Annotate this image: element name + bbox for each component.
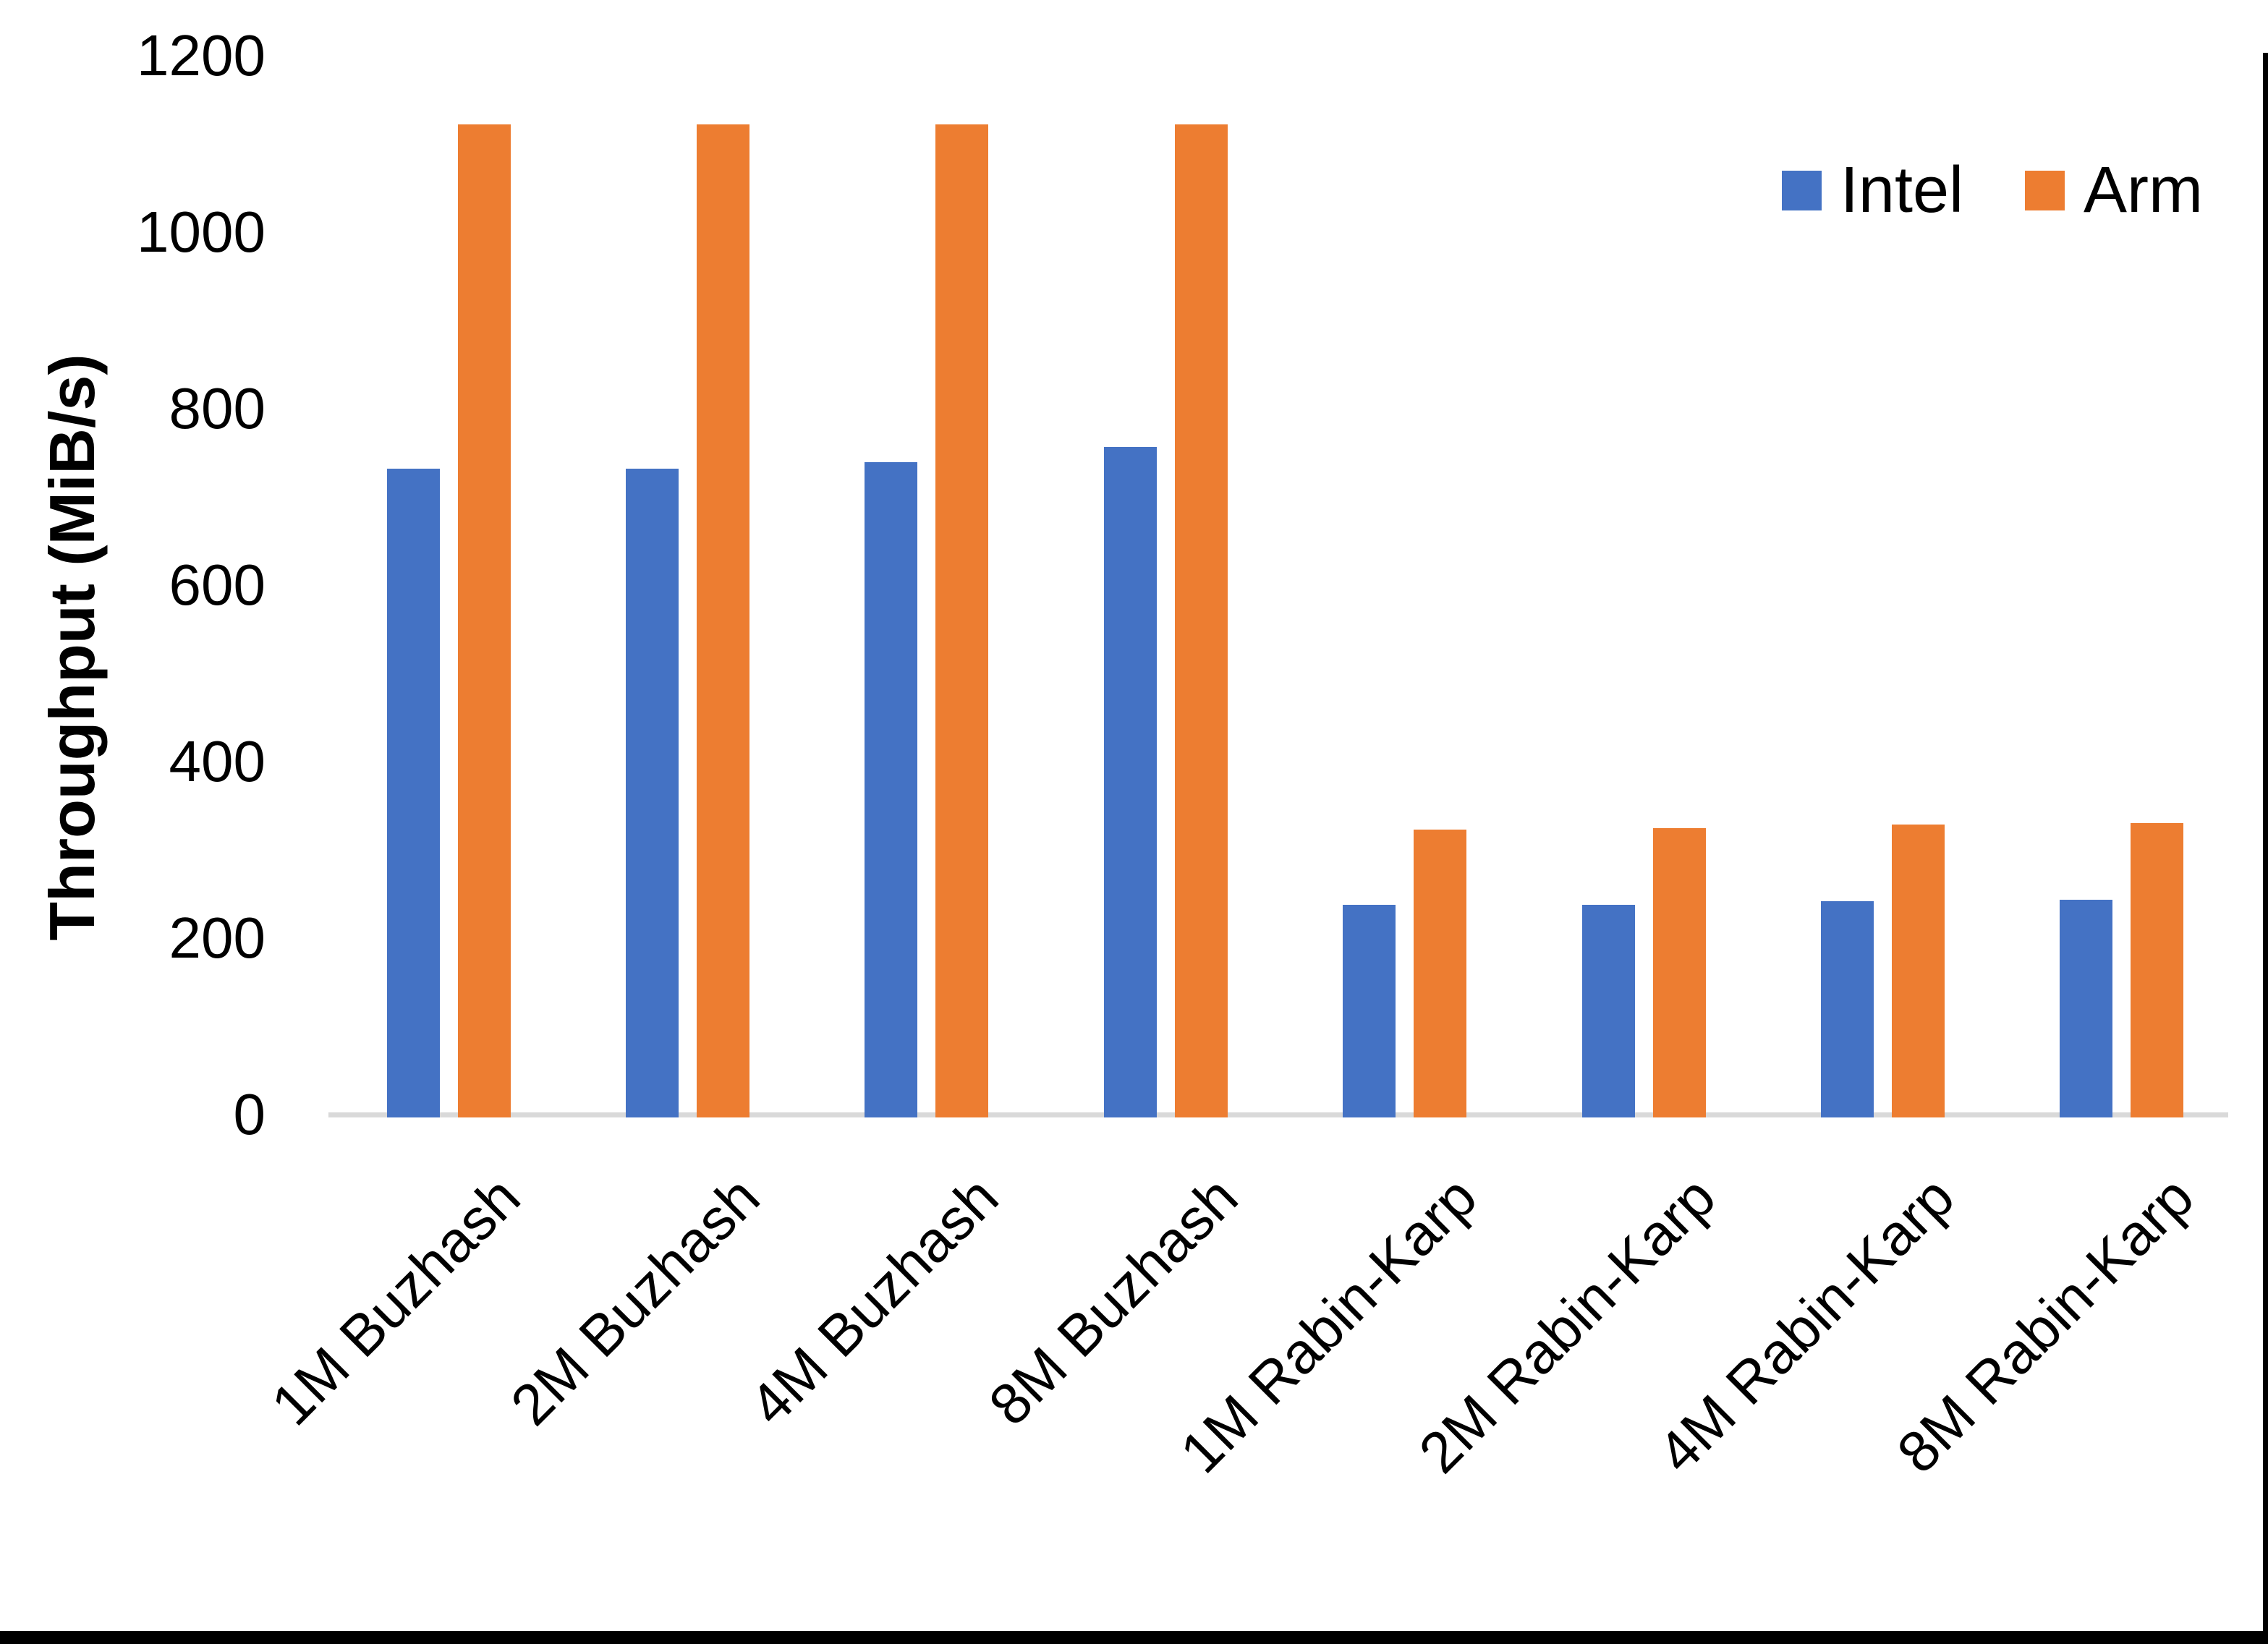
legend-label-intel: Intel [1840, 154, 1964, 226]
bar-intel-8m-buzhash [1104, 447, 1157, 1117]
bar-arm-4m-rabin-karp [1892, 825, 1945, 1117]
bar-intel-8m-rabin-karp [2060, 900, 2112, 1117]
y-axis-title: Throughput (MiB/s) [36, 354, 108, 941]
y-tick-label-400: 400 [169, 729, 266, 793]
legend-item-intel: Intel [1781, 154, 1964, 226]
y-tick-label-0: 0 [233, 1082, 266, 1146]
bar-intel-4m-rabin-karp [1821, 901, 1874, 1117]
x-category-label-2m-buzhash: 2M Buzhash [498, 1164, 772, 1438]
legend: Intel Arm [1781, 154, 2203, 226]
y-tick-label-800: 800 [169, 376, 266, 440]
arm-series-swatch-icon [2025, 170, 2065, 210]
bar-intel-1m-rabin-karp [1343, 905, 1396, 1117]
bar-arm-2m-rabin-karp [1653, 828, 1706, 1117]
bar-arm-1m-buzhash [458, 124, 511, 1117]
y-tick-label-600: 600 [169, 553, 266, 617]
window-border-right [2263, 53, 2268, 1644]
bar-arm-2m-buzhash [697, 124, 749, 1117]
bar-arm-1m-rabin-karp [1414, 830, 1466, 1117]
bar-intel-2m-buzhash [626, 469, 679, 1117]
legend-item-arm: Arm [2025, 158, 2203, 223]
intel-series-swatch-icon [1781, 170, 1822, 210]
bar-intel-4m-buzhash [865, 462, 917, 1117]
x-axis-line [328, 1112, 2228, 1117]
bar-arm-8m-rabin-karp [2131, 823, 2183, 1117]
x-category-label-4m-buzhash: 4M Buzhash [737, 1164, 1011, 1438]
y-tick-label-1200: 1200 [137, 23, 266, 88]
bar-intel-1m-buzhash [387, 469, 440, 1117]
bar-arm-8m-buzhash [1175, 124, 1228, 1117]
y-tick-label-1000: 1000 [137, 200, 266, 264]
x-category-label-8m-buzhash: 8M Buzhash [976, 1164, 1250, 1438]
window-border-bottom [0, 1631, 2268, 1644]
y-tick-label-200: 200 [169, 906, 266, 970]
bar-arm-4m-buzhash [935, 124, 988, 1117]
x-category-label-1m-buzhash: 1M Buzhash [259, 1164, 532, 1438]
legend-label-arm: Arm [2084, 154, 2203, 226]
bar-intel-2m-rabin-karp [1582, 905, 1635, 1117]
